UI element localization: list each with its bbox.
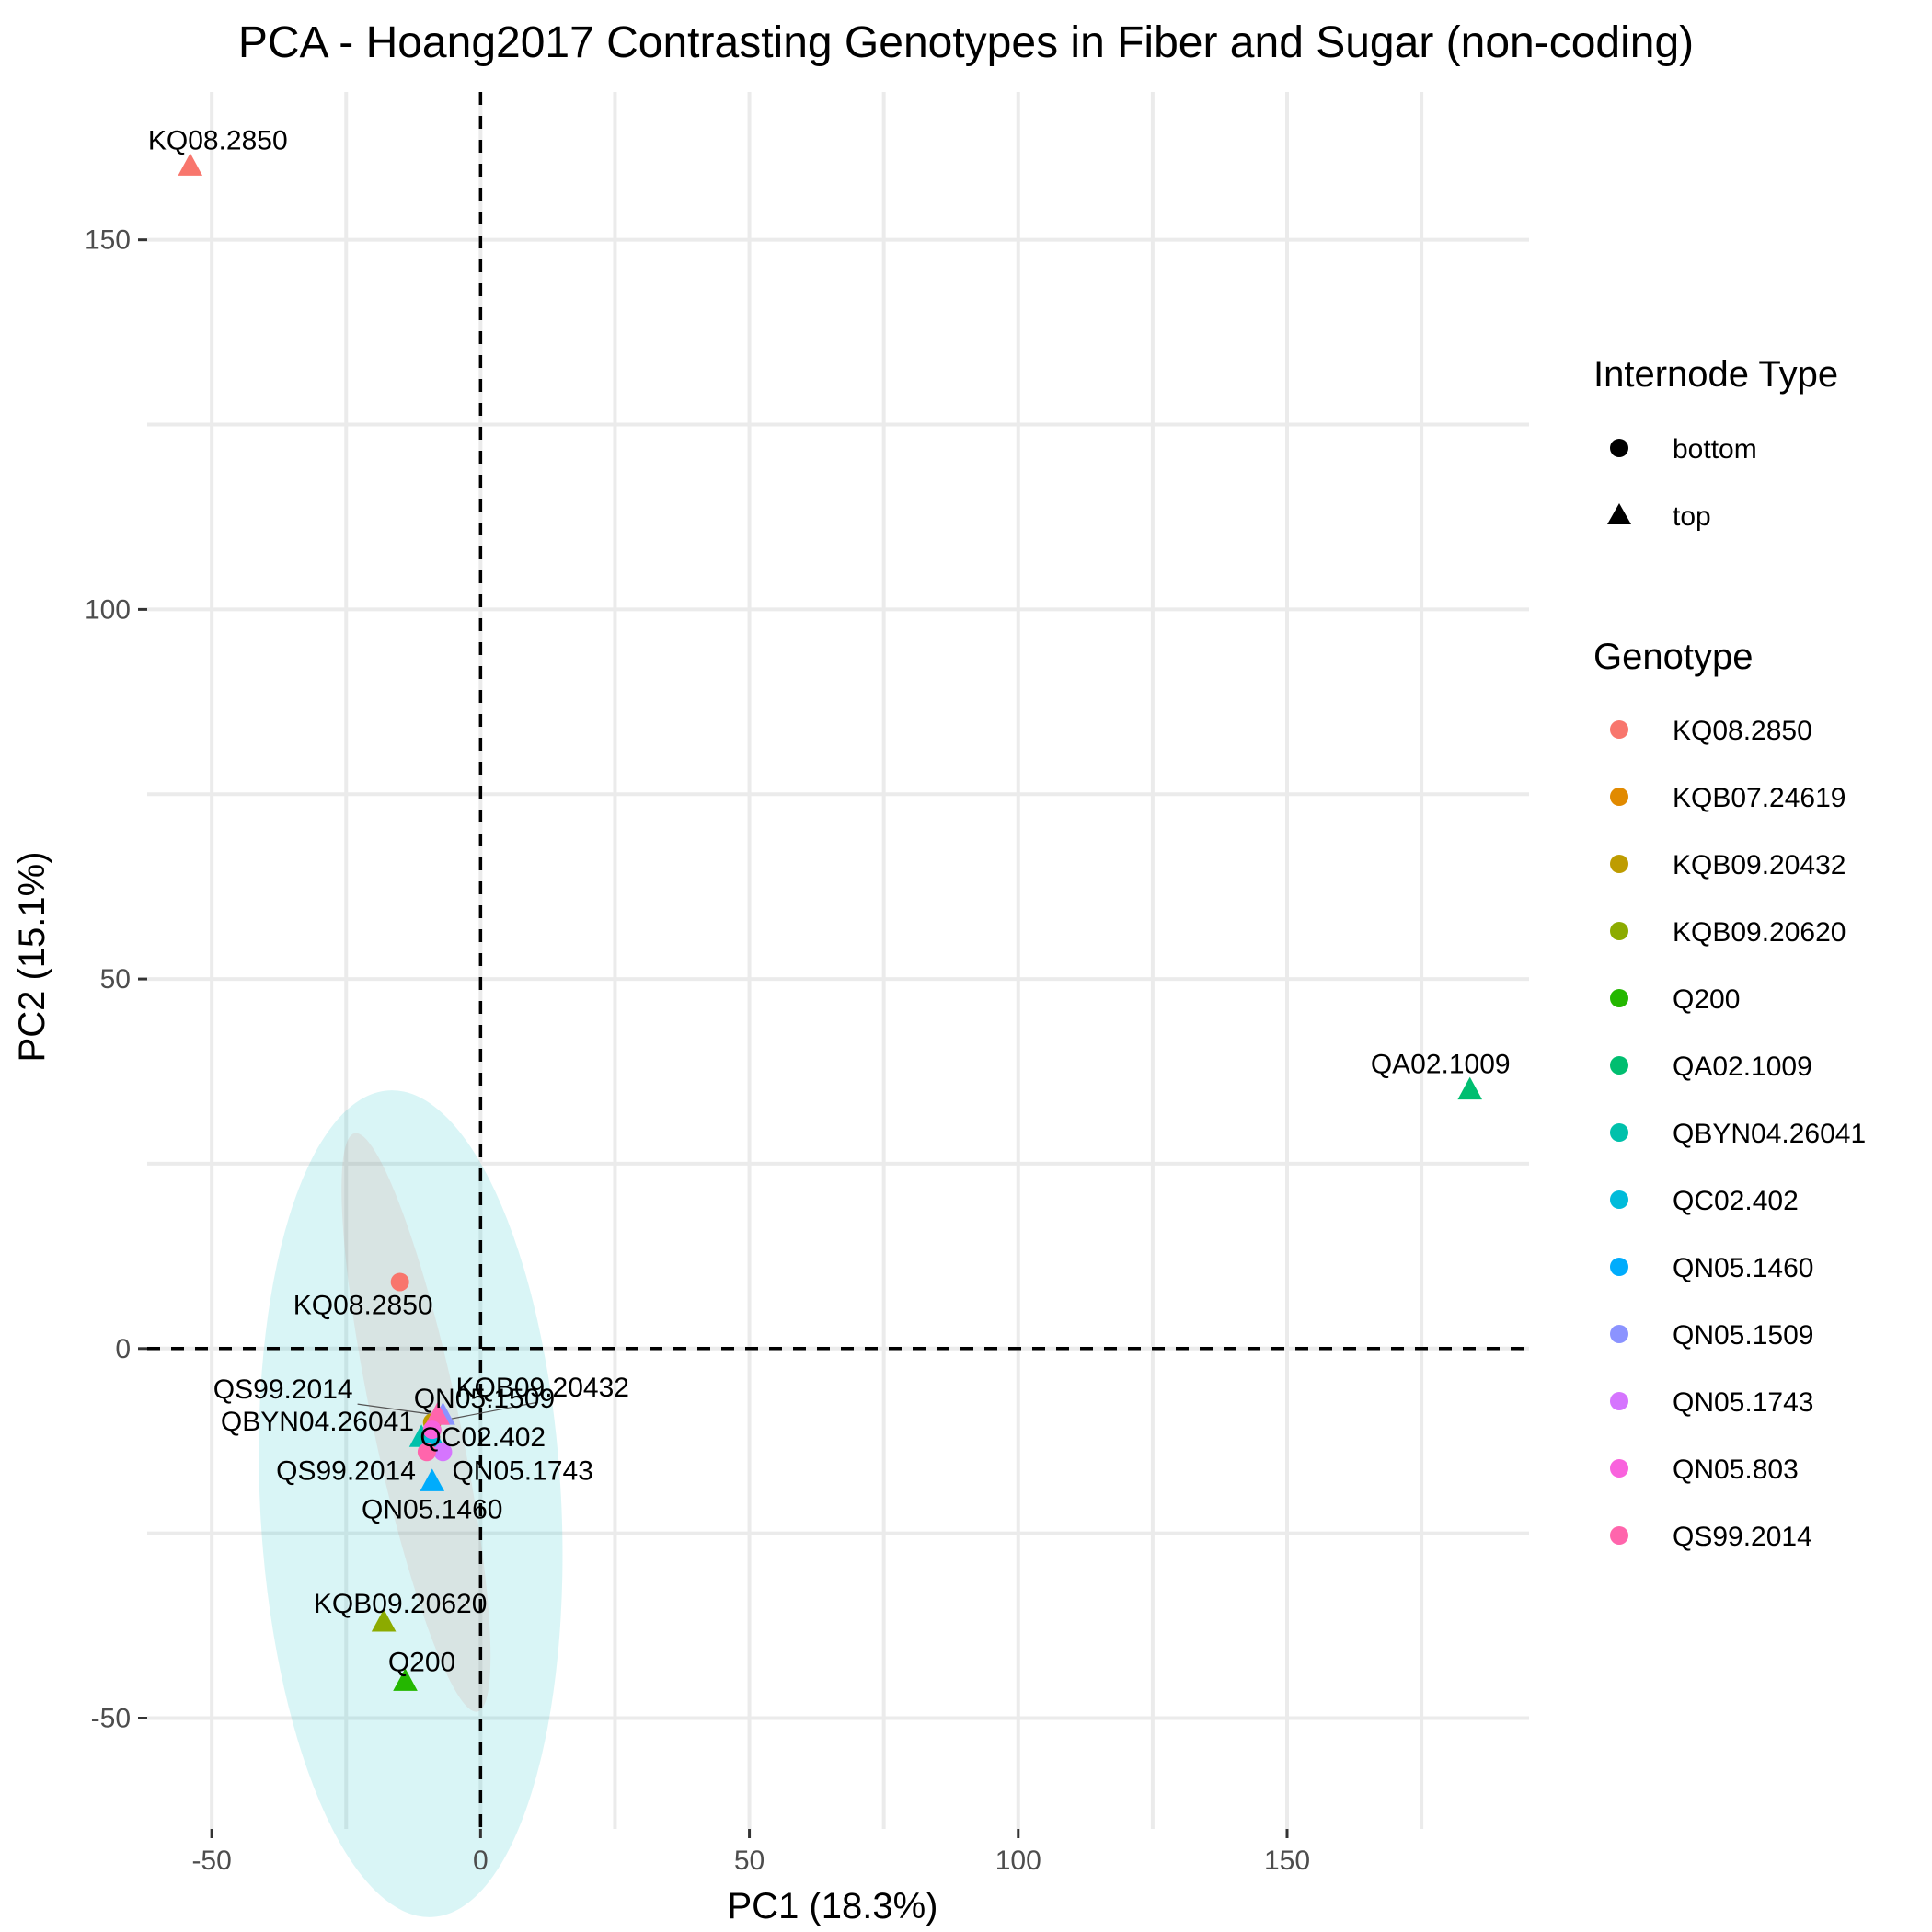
point-label-qbyn04-26041: QBYN04.26041 [221,1407,414,1437]
label-connector [357,1403,438,1416]
x-tick-label: 50 [734,1846,765,1876]
legend-color-swatch [1610,1056,1628,1075]
legend-color-title: Genotype [1593,637,1753,677]
chart-title: PCA - Hoang2017 Contrasting Genotypes in… [238,18,1694,67]
legend-shape-label: top [1673,501,1711,532]
axis-ticks: -50 0 50 100 150 -50 0 50 100 150 [85,225,1310,1876]
confidence-ellipses [259,1090,563,1917]
point-qs99-2014-top [425,1402,450,1425]
legend-color-swatch [1610,720,1628,739]
point-qn05-1743-bottom [433,1443,453,1462]
x-tick-label: 150 [1264,1846,1310,1876]
point-label-qn05-1509: QN05.1509 [414,1384,555,1414]
reference-lines [147,92,1529,1829]
x-tick-label: 100 [995,1846,1041,1876]
point-label-kq08-2850: KQ08.2850 [148,125,288,155]
legend-color-swatch [1610,855,1628,873]
point-qn05-803-bottom [422,1420,442,1440]
legend-color-swatch [1610,989,1628,1007]
legend-color-label: QN05.803 [1673,1455,1799,1485]
legend-color-label: KQB07.24619 [1673,783,1846,813]
x-tick-label: -50 [191,1846,231,1876]
legend-circle-icon [1610,439,1628,457]
point-kq08-2850-top [178,153,203,176]
point-label-kqb09-20620: KQB09.20620 [314,1589,487,1619]
legend-color-swatch [1610,1459,1628,1478]
legend-color-label: QA02.1009 [1673,1052,1812,1082]
legend-color-label: QN05.1460 [1673,1253,1813,1283]
point-label-qn05-1460: QN05.1460 [362,1494,502,1524]
y-tick-label: 100 [85,594,131,625]
legend-color-label: KQB09.20620 [1673,917,1846,948]
point-label-kqb09-20432: KQB09.20432 [456,1373,629,1403]
y-tick-label: 0 [115,1334,131,1364]
legend-color-label: KQB09.20432 [1673,850,1846,880]
y-tick-label: 150 [85,225,131,256]
point-label-qs99-2014: QS99.2014 [213,1374,353,1405]
legend-color-label: QBYN04.26041 [1673,1119,1866,1149]
point-label-qc02-402: QC02.402 [420,1422,546,1453]
legend-color-swatch [1610,1123,1628,1142]
legend-color-label: QS99.2014 [1673,1522,1812,1552]
legend-color-swatch [1610,1392,1628,1410]
y-tick-label: 50 [100,964,131,995]
confidence-ellipse-bottom [341,1133,491,1712]
x-axis-title: PC1 (18.3%) [728,1886,938,1926]
legend-triangle-icon [1607,503,1631,524]
legend-items: bottom top KQ08.2850 KQB07.24619 KQB09.20432… [1607,434,1866,1552]
legend-color-swatch [1610,1258,1628,1276]
x-tick-label: 0 [473,1846,489,1876]
legend-shape-title: Internode Type [1593,354,1838,395]
legend-color-label: KQ08.2850 [1673,716,1812,746]
point-label-qn05-1743: QN05.1743 [452,1455,592,1486]
point-label-kq08-2850: KQ08.2850 [293,1290,433,1320]
point-labels: KQ08.2850QA02.1009KQ08.2850KQB09.20432QN… [148,125,1511,1677]
legend-color-swatch [1610,1325,1628,1343]
point-q200-top [393,1668,418,1691]
point-label-qa02-1009: QA02.1009 [1371,1050,1511,1080]
point-kq08-2850-bottom [390,1272,409,1292]
legend-color-swatch [1610,922,1628,940]
y-tick-label: -50 [91,1703,131,1733]
legend-color-label: Q200 [1673,984,1740,1015]
legend-color-swatch [1610,1190,1628,1209]
point-qa02-1009-top [1457,1076,1483,1100]
point-kqb09-20620-top [371,1609,397,1632]
legend-shape-label: bottom [1673,434,1757,465]
legend-color-swatch [1610,1526,1628,1545]
point-label-q200: Q200 [388,1647,455,1677]
legend-color-swatch [1610,788,1628,806]
legend-color-label: QN05.1509 [1673,1320,1813,1351]
legend-color-label: QC02.402 [1673,1186,1799,1216]
point-qs99-2014-bottom [417,1443,436,1462]
data-points [178,153,1483,1691]
confidence-ellipse-top [259,1090,563,1917]
legend: Internode Type Genotype bottom top KQ08.28… [1593,354,1866,1552]
point-label-qs99-2014: QS99.2014 [276,1455,416,1486]
point-qn05-1460-top [420,1468,445,1491]
legend-color-label: QN05.1743 [1673,1387,1813,1418]
y-axis-title: PC2 (15.1%) [12,852,52,1063]
